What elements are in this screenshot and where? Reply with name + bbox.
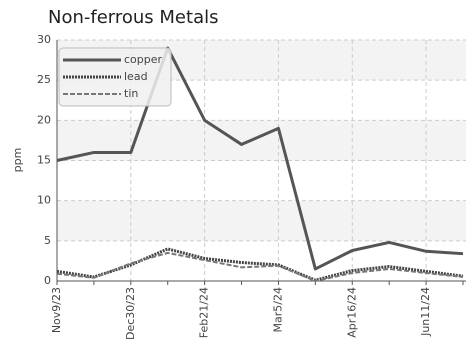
y-tick-label: 15 (37, 154, 51, 167)
y-tick-label: 25 (37, 73, 51, 86)
chart-title: Non-ferrous Metals (48, 7, 218, 28)
x-tick-label: Nov9/23 (50, 287, 63, 333)
legend-label: lead (124, 70, 148, 83)
x-tick-label: Apr16/24 (345, 287, 358, 338)
legend-label: tin (124, 87, 138, 100)
y-tick-label: 5 (44, 234, 51, 247)
y-axis-label: ppm (11, 148, 24, 173)
series-line (56, 247, 464, 282)
x-tick-label: Feb21/24 (198, 287, 211, 338)
y-tick-label: 20 (37, 113, 51, 126)
grid-band (57, 200, 466, 241)
x-tick-label: Jun11/24 (419, 287, 432, 337)
x-tick-label: Dec30/23 (124, 287, 137, 340)
y-tick-label: 10 (37, 194, 51, 207)
legend-label: copper (124, 53, 163, 66)
x-tick-label: Mar5/24 (271, 287, 284, 332)
grid-band (57, 120, 466, 161)
y-tick-label: 30 (37, 33, 51, 46)
y-tick-label: 0 (44, 274, 51, 287)
series-line (56, 251, 464, 282)
series-line (56, 46, 464, 271)
